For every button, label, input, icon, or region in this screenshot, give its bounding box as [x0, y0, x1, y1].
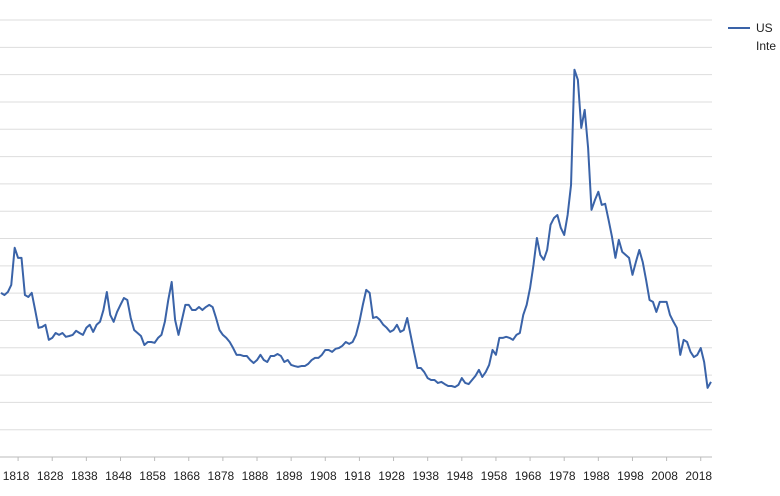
x-tick-label: 1958 [481, 469, 508, 483]
x-tick-label: 1868 [173, 469, 200, 483]
legend-label: US Inte [756, 21, 777, 53]
x-tick-label: 1918 [344, 469, 371, 483]
x-tick-label: 1948 [446, 469, 473, 483]
x-tick-label: 1888 [242, 469, 269, 483]
series-line [0, 68, 712, 389]
x-tick-label: 1968 [515, 469, 542, 483]
x-tick-label: 1858 [139, 469, 166, 483]
x-tick-label: 1848 [105, 469, 132, 483]
x-tick-label: 1988 [583, 469, 610, 483]
x-tick-label: 2018 [685, 469, 712, 483]
x-tick-label: 1998 [617, 469, 644, 483]
x-tick-label: 1818 [3, 469, 30, 483]
x-tick-label: 1938 [412, 469, 439, 483]
x-tick-label: 1978 [549, 469, 576, 483]
x-tick-label: 1878 [208, 469, 235, 483]
x-tick-label: 1928 [378, 469, 405, 483]
x-tick-label: 2008 [651, 469, 678, 483]
x-tick-label: 1828 [37, 469, 64, 483]
x-tick-label: 1908 [310, 469, 337, 483]
x-tick-label: 1838 [71, 469, 98, 483]
x-tick-label: 1898 [276, 469, 303, 483]
